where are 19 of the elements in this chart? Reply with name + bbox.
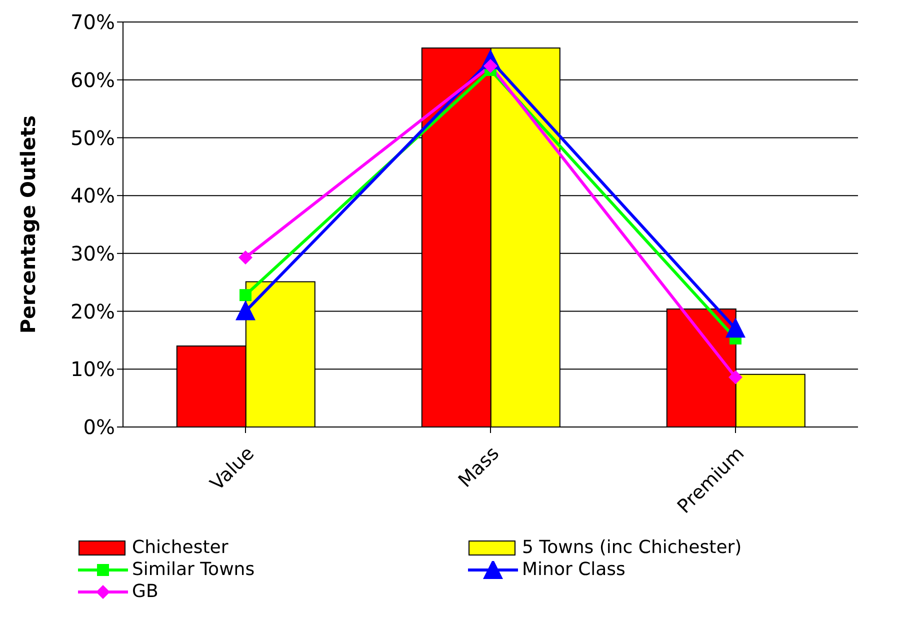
point <box>240 289 252 302</box>
point <box>728 370 742 384</box>
point <box>238 250 252 264</box>
y-tick-label: 20% <box>70 299 115 324</box>
y-tick-label: 70% <box>70 10 115 34</box>
legend-label: Similar Towns <box>132 559 255 581</box>
legend-label: GB <box>132 581 158 603</box>
legend-label: 5 Towns (inc Chichester) <box>522 537 742 559</box>
y-tick-label: 50% <box>70 126 115 150</box>
point <box>236 300 256 320</box>
y-axis-title: Percentage Outlets <box>16 115 40 334</box>
y-tick-label: 0% <box>83 415 115 440</box>
y-tick-label: 60% <box>70 68 115 92</box>
point <box>726 318 746 338</box>
y-tick-label: 30% <box>70 242 115 266</box>
y-tick-label: 10% <box>70 357 115 382</box>
legend-label: Chichester <box>132 537 228 559</box>
y-tick-label: 40% <box>70 184 115 208</box>
legend-label: Minor Class <box>522 559 626 581</box>
